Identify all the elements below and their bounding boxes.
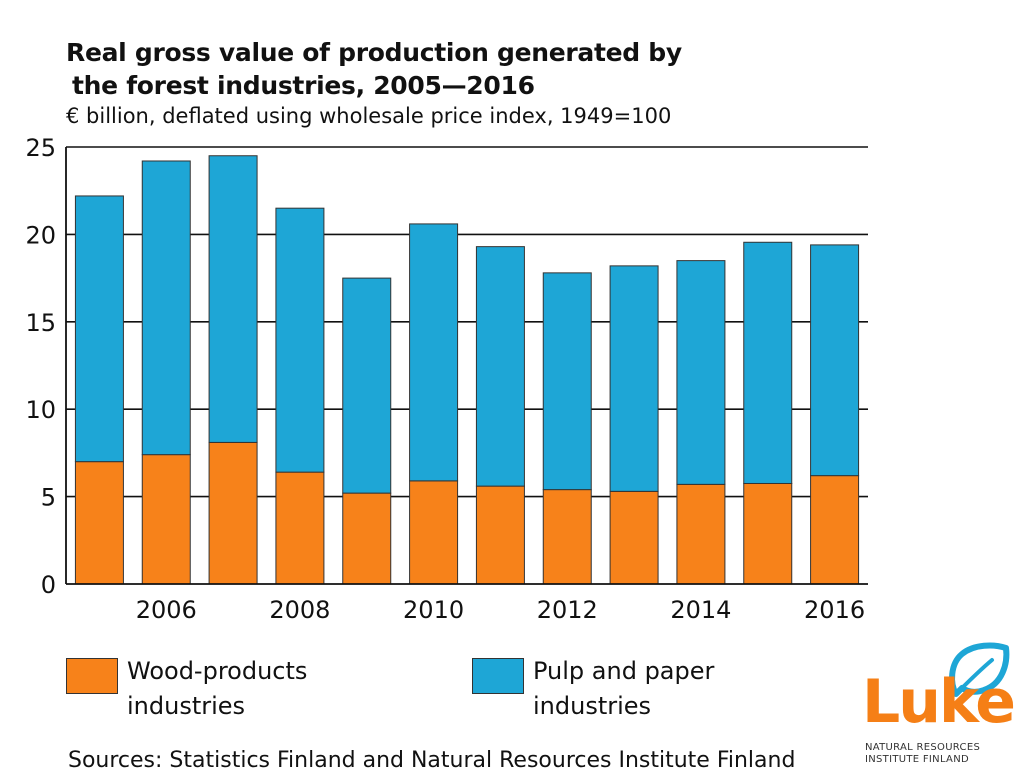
- bar-pulp-paper-2012: [542, 272, 592, 491]
- y-tick-label-10: 10: [25, 396, 56, 424]
- legend-label-pulp-line2: industries: [533, 692, 652, 720]
- bar-wood-products-2016: [810, 475, 860, 585]
- y-tick-label-15: 15: [25, 309, 56, 337]
- grid-lines: [66, 146, 868, 498]
- bar-wood-products-2008: [275, 471, 325, 585]
- x-tick-labels: 2006 2008 2010 2012 2014 2016: [136, 596, 865, 624]
- x-tick-label-2016: 2016: [804, 596, 865, 624]
- logo-subtitle-line2: INSTITUTE FINLAND: [865, 754, 969, 765]
- legend-label-wood-line2: industries: [127, 692, 246, 720]
- axes: [65, 147, 868, 585]
- y-tick-label-20: 20: [25, 221, 56, 249]
- bar-wood-products-2014: [676, 483, 726, 585]
- bar-pulp-paper-2013: [609, 265, 659, 492]
- bar-wood-products-2007: [208, 441, 258, 585]
- chart-area: 0 5 10 15 20 25 2006 2008 2010 2012 2014 2016: [25, 134, 868, 624]
- legend-label-pulp-line1: Pulp and paper: [533, 657, 715, 685]
- x-tick-label-2006: 2006: [136, 596, 197, 624]
- bar-pulp-paper-2009: [342, 277, 392, 494]
- bar-wood-products-2011: [475, 485, 525, 585]
- bar-pulp-paper-2015: [743, 241, 793, 484]
- logo-subtitle-line1: NATURAL RESOURCES: [865, 742, 981, 753]
- y-tick-labels: 0 5 10 15 20 25: [25, 134, 56, 599]
- legend-label-pulp-paper: Pulp and paper industries: [533, 654, 793, 724]
- legend-label-wood-products: Wood-products industries: [127, 654, 387, 724]
- bar-pulp-paper-2010: [409, 223, 459, 482]
- bar-wood-products-2013: [609, 490, 659, 585]
- x-tick-label-2014: 2014: [670, 596, 731, 624]
- y-tick-label-25: 25: [25, 134, 56, 162]
- x-tick-label-2008: 2008: [269, 596, 330, 624]
- bar-pulp-paper-2007: [208, 155, 258, 443]
- bars: [74, 155, 860, 585]
- bar-wood-products-2006: [141, 454, 191, 585]
- bar-wood-products-2009: [342, 492, 392, 585]
- chart-subtitle: € billion, deflated using wholesale pric…: [66, 104, 672, 128]
- legend-swatch-wood-products: [66, 658, 118, 694]
- bar-wood-products-2012: [542, 489, 592, 585]
- luke-logo: Luke NATURAL RESOURCES INSTITUTE FINLAND: [862, 640, 1016, 780]
- y-tick-label-5: 5: [41, 484, 56, 512]
- bar-pulp-paper-2005: [74, 195, 124, 463]
- y-tick-label-0: 0: [41, 571, 56, 599]
- bar-pulp-paper-2016: [810, 244, 860, 477]
- bar-wood-products-2015: [743, 482, 793, 585]
- chart-title: Real gross value of production generated…: [66, 36, 682, 102]
- x-tick-label-2010: 2010: [403, 596, 464, 624]
- bar-pulp-paper-2014: [676, 260, 726, 485]
- legend-item-pulp-paper: Pulp and paper industries: [472, 654, 793, 724]
- legend-label-wood-line1: Wood-products: [127, 657, 308, 685]
- bar-pulp-paper-2011: [475, 246, 525, 487]
- bar-wood-products-2005: [74, 461, 124, 585]
- logo-wordmark: Luke: [862, 667, 1016, 737]
- leaf-icon: [949, 642, 1010, 697]
- bar-pulp-paper-2008: [275, 207, 325, 473]
- legend-swatch-pulp-paper: [472, 658, 524, 694]
- x-tick-label-2012: 2012: [537, 596, 598, 624]
- bar-pulp-paper-2006: [141, 160, 191, 456]
- bar-wood-products-2010: [409, 480, 459, 585]
- chart-title-line2: the forest industries, 2005—2016: [72, 71, 535, 100]
- source-note: Sources: Statistics Finland and Natural …: [68, 748, 796, 773]
- legend-item-wood-products: Wood-products industries: [66, 654, 387, 724]
- chart-title-line1: Real gross value of production generated…: [66, 38, 682, 67]
